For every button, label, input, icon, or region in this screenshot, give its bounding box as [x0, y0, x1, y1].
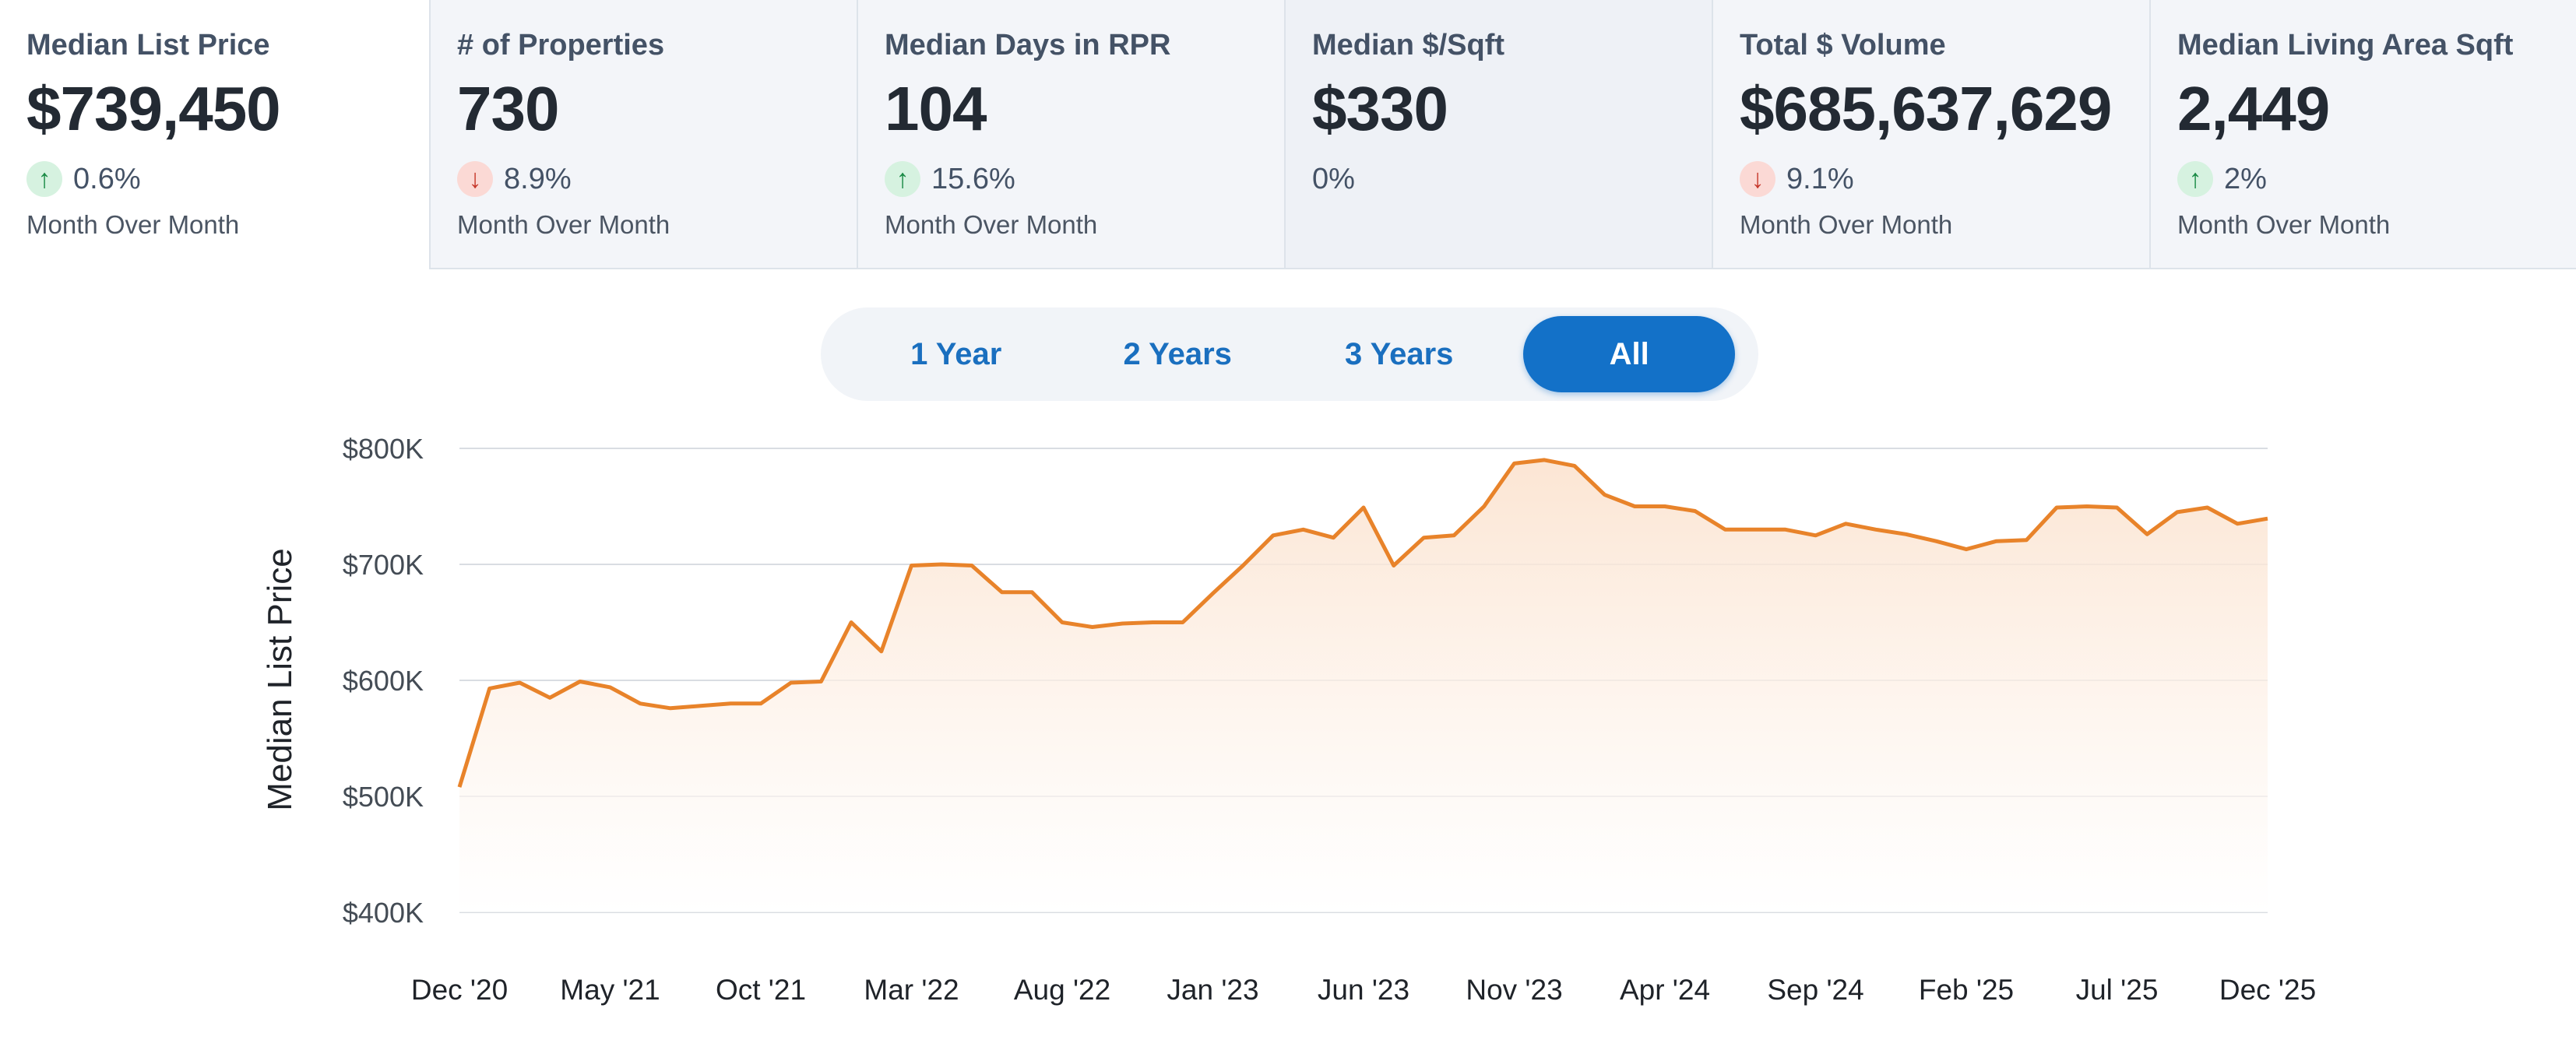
- x-tick-label: Aug '22: [1014, 974, 1110, 1006]
- series-line: [457, 458, 2268, 788]
- metric-title: Total $ Volume: [1740, 29, 1946, 61]
- metric-change: ↑ 2%: [2177, 157, 2550, 201]
- change-period: Month Over Month: [2177, 210, 2391, 239]
- metric-card-properties[interactable]: # of Properties 730 ↓ 8.9% Month Over Mo…: [431, 0, 858, 269]
- y-tick-label: $700K: [343, 549, 424, 581]
- range-all-button[interactable]: All: [1523, 316, 1735, 392]
- x-tick-label: Oct '21: [716, 974, 806, 1006]
- change-period: Month Over Month: [26, 210, 240, 239]
- x-tick-label: Dec '25: [2219, 974, 2316, 1006]
- metric-title: Median $/Sqft: [1312, 29, 1505, 61]
- x-tick-label: Apr '24: [1620, 974, 1710, 1006]
- metric-change: 0%: [1312, 157, 1685, 201]
- change-period: Month Over Month: [1740, 210, 1953, 239]
- metric-value: 2,449: [2177, 74, 2330, 143]
- metric-card-median-list-price[interactable]: Median List Price $739,450 ↑ 0.6% Month …: [0, 0, 431, 269]
- x-tick-label: Jun '23: [1318, 974, 1409, 1006]
- area-fill: [459, 459, 2268, 912]
- metric-value: $330: [1312, 74, 1448, 143]
- change-percent: 9.1%: [1786, 162, 1854, 195]
- x-tick-label: Jul '25: [2076, 974, 2159, 1006]
- metric-card-price-per-sqft[interactable]: Median $/Sqft $330 0%: [1286, 0, 1713, 269]
- y-axis-label: Median List Price: [261, 548, 299, 810]
- y-tick-label: $600K: [343, 665, 424, 697]
- metric-value: $739,450: [26, 74, 281, 143]
- change-percent: 0%: [1312, 162, 1355, 195]
- change-period: Month Over Month: [457, 210, 670, 239]
- y-tick-label: $400K: [343, 897, 424, 929]
- x-tick-label: Nov '23: [1466, 974, 1562, 1006]
- change-period: Month Over Month: [885, 210, 1098, 239]
- arrow-up-icon: ↑: [885, 161, 920, 197]
- arrow-up-icon: ↑: [2177, 161, 2213, 197]
- time-range-toggle: 1 Year 2 Years 3 Years All: [821, 307, 1758, 401]
- x-tick-label: Sep '24: [1767, 974, 1863, 1006]
- change-percent: 2%: [2224, 162, 2267, 195]
- change-percent: 0.6%: [73, 162, 141, 195]
- metric-change: ↓ 9.1%: [1740, 157, 2123, 201]
- metric-title: # of Properties: [457, 29, 665, 61]
- x-axis: Dec '20 May '21 Oct '21 Mar '22 Aug '22 Jan '…: [411, 974, 2316, 1006]
- metric-value: $685,637,629: [1740, 74, 2112, 143]
- change-percent: 15.6%: [931, 162, 1015, 195]
- range-2-years-button[interactable]: 2 Years: [1123, 336, 1232, 371]
- metric-card-median-days[interactable]: Median Days in RPR 104 ↑ 15.6% Month Ove…: [858, 0, 1286, 269]
- y-tick-label: $800K: [343, 433, 424, 465]
- metric-change: ↓ 8.9%: [457, 157, 830, 201]
- arrow-down-icon: ↓: [1740, 161, 1775, 197]
- x-tick-label: Dec '20: [411, 974, 508, 1006]
- metric-cards: Median List Price $739,450 ↑ 0.6% Month …: [0, 0, 2576, 269]
- metric-title: Median List Price: [26, 29, 270, 61]
- metric-change: ↑ 15.6%: [885, 157, 1258, 201]
- range-1-year-button[interactable]: 1 Year: [910, 336, 1002, 371]
- x-tick-label: Mar '22: [864, 974, 959, 1006]
- metric-title: Median Living Area Sqft: [2177, 29, 2514, 61]
- arrow-down-icon: ↓: [457, 161, 493, 197]
- metric-value: 104: [885, 74, 987, 143]
- x-tick-label: Feb '25: [1919, 974, 2014, 1006]
- metric-card-living-area[interactable]: Median Living Area Sqft 2,449 ↑ 2% Month…: [2151, 0, 2576, 269]
- change-percent: 8.9%: [504, 162, 572, 195]
- metric-title: Median Days in RPR: [885, 29, 1171, 61]
- arrow-up-icon: ↑: [26, 161, 62, 197]
- x-tick-label: May '21: [560, 974, 660, 1006]
- y-axis: $800K $700K $600K $500K $400K: [343, 433, 424, 929]
- metric-card-total-volume[interactable]: Total $ Volume $685,637,629 ↓ 9.1% Month…: [1713, 0, 2151, 269]
- range-3-years-button[interactable]: 3 Years: [1344, 336, 1454, 371]
- metric-value: 730: [457, 74, 559, 143]
- metric-change: ↑ 0.6%: [26, 157, 403, 201]
- y-tick-label: $500K: [343, 781, 424, 813]
- x-tick-label: Jan '23: [1167, 974, 1258, 1006]
